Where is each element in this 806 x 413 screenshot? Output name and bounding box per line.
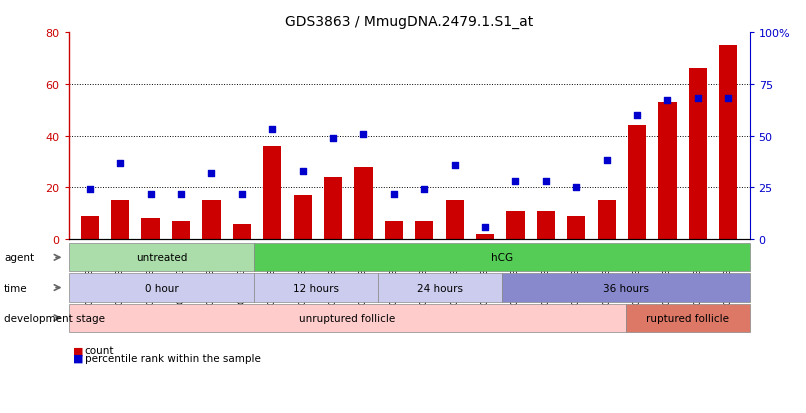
Text: hCG: hCG <box>491 253 513 263</box>
Bar <box>69 244 254 272</box>
Bar <box>293 196 312 240</box>
Point <box>509 178 522 185</box>
Point <box>630 112 643 119</box>
Bar <box>625 304 750 332</box>
Bar <box>506 211 525 240</box>
Bar <box>689 69 707 240</box>
Text: count: count <box>85 346 114 356</box>
Point <box>175 191 188 197</box>
Text: ruptured follicle: ruptured follicle <box>646 313 729 323</box>
Point <box>205 170 218 177</box>
Bar <box>172 221 190 240</box>
Point <box>722 96 735 102</box>
Bar <box>719 46 737 240</box>
Text: 36 hours: 36 hours <box>603 283 649 293</box>
Point <box>570 185 583 191</box>
Point <box>114 160 127 166</box>
Bar <box>537 211 555 240</box>
Bar <box>263 147 281 240</box>
Point <box>479 224 492 230</box>
Point <box>266 127 279 133</box>
Bar <box>378 274 502 302</box>
Point <box>144 191 157 197</box>
Point <box>388 191 401 197</box>
Text: 12 hours: 12 hours <box>293 283 339 293</box>
Bar <box>111 201 129 240</box>
Bar <box>254 244 750 272</box>
Point <box>600 158 613 164</box>
Text: untreated: untreated <box>135 253 187 263</box>
Text: percentile rank within the sample: percentile rank within the sample <box>85 353 260 363</box>
Bar <box>384 221 403 240</box>
Title: GDS3863 / MmugDNA.2479.1.S1_at: GDS3863 / MmugDNA.2479.1.S1_at <box>285 15 534 29</box>
Bar <box>81 216 99 240</box>
Point <box>418 187 430 193</box>
Text: ■: ■ <box>73 353 83 363</box>
Point <box>235 191 248 197</box>
Text: development stage: development stage <box>4 313 105 323</box>
Point <box>83 187 96 193</box>
Bar <box>254 274 378 302</box>
Text: ■: ■ <box>73 346 83 356</box>
Bar <box>659 103 676 240</box>
Bar <box>446 201 463 240</box>
Bar <box>202 201 221 240</box>
Point <box>448 162 461 169</box>
Text: agent: agent <box>4 253 34 263</box>
Text: 24 hours: 24 hours <box>417 283 463 293</box>
Bar <box>355 167 372 240</box>
Bar <box>567 216 585 240</box>
Bar <box>69 274 254 302</box>
Text: unruptured follicle: unruptured follicle <box>299 313 395 323</box>
Bar <box>597 201 616 240</box>
Bar <box>324 178 343 240</box>
Point <box>357 131 370 138</box>
Bar <box>233 224 251 240</box>
Bar <box>69 304 625 332</box>
Point <box>326 135 339 142</box>
Point <box>692 96 704 102</box>
Point <box>661 98 674 104</box>
Text: 0 hour: 0 hour <box>144 283 178 293</box>
Bar <box>142 219 160 240</box>
Bar <box>476 235 494 240</box>
Bar <box>415 221 434 240</box>
Point <box>296 168 309 175</box>
Point <box>539 178 552 185</box>
Bar <box>628 126 646 240</box>
Text: time: time <box>4 283 27 293</box>
Bar <box>502 274 750 302</box>
